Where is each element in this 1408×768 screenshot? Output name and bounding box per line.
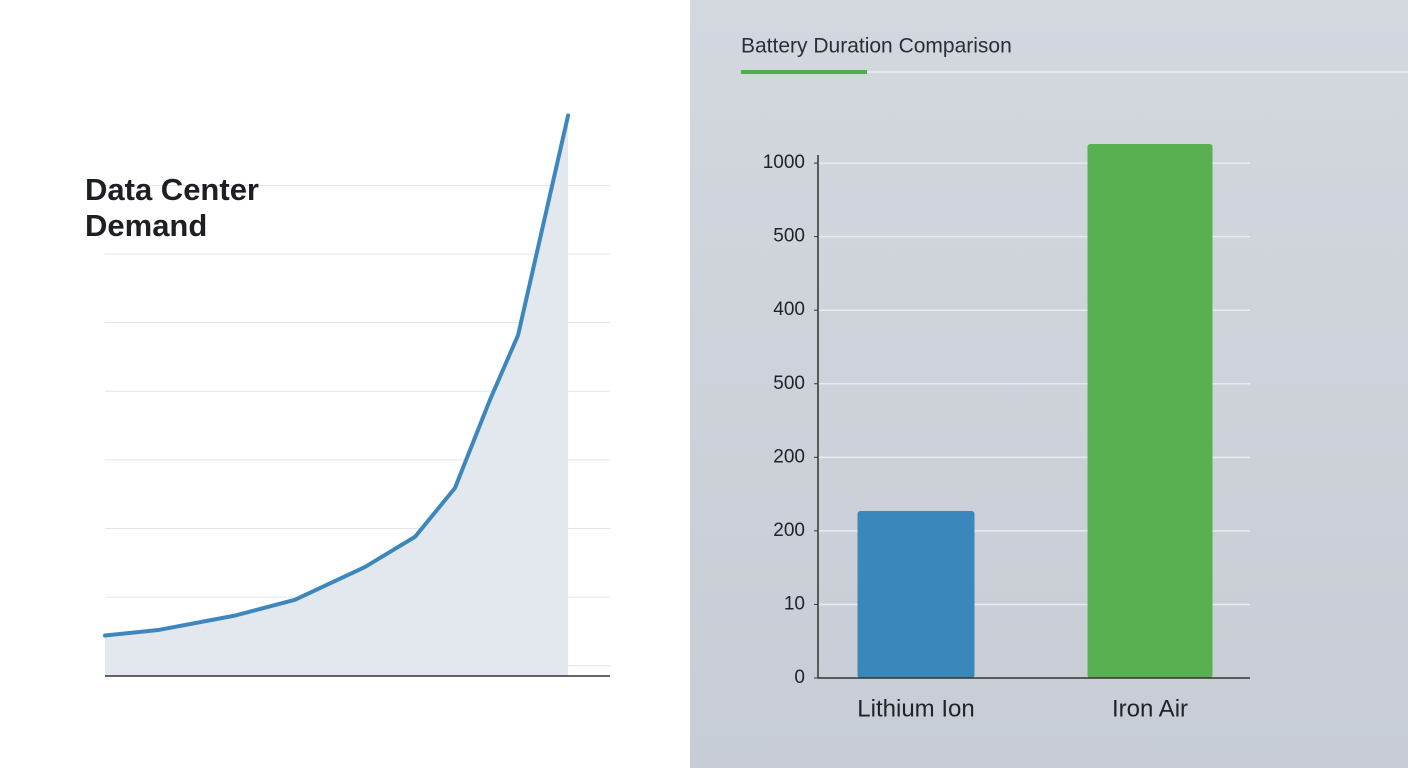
x-tick-label: Lithium Ion xyxy=(857,695,974,722)
x-tick-label: Iron Air xyxy=(1112,695,1188,722)
y-tick-label: 500 xyxy=(773,373,805,394)
y-tick-label: 500 xyxy=(773,226,805,247)
y-tick-label: 1000 xyxy=(763,152,805,173)
chart-title: Data Center Demand xyxy=(85,172,259,243)
y-tick-label: 0 xyxy=(794,667,805,688)
y-tick-label: 400 xyxy=(773,299,805,320)
y-tick-label: 10 xyxy=(784,593,805,614)
y-tick-label: 200 xyxy=(773,520,805,541)
bar xyxy=(857,511,975,678)
area xyxy=(105,115,569,677)
chart-title: Battery Duration Comparison xyxy=(741,35,1012,58)
line xyxy=(103,113,571,638)
y-tick-label: 200 xyxy=(773,446,805,467)
bar xyxy=(1087,143,1213,679)
